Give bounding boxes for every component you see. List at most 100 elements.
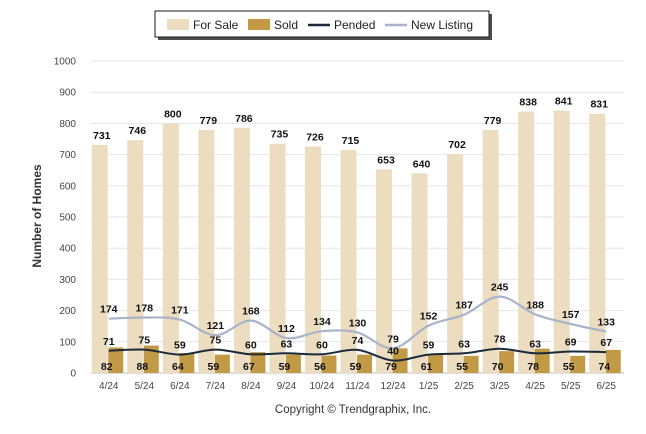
y-tick-label: 700 <box>59 150 76 161</box>
pended-data-label: 60 <box>316 339 328 351</box>
y-axis-ticks: 0 100 200 300 400 500 600 700 800 900 1000 <box>54 57 77 380</box>
new-listing-line <box>108 295 607 350</box>
new-listing-data-label: 178 <box>136 302 154 314</box>
pended-data-label: 74 <box>352 335 364 347</box>
sold-bar <box>534 348 550 373</box>
for-sale-data-label: 786 <box>235 113 253 125</box>
pended-data-label: 60 <box>245 339 257 351</box>
pended-data-label: 63 <box>458 338 470 350</box>
sold-bar <box>214 354 230 373</box>
pended-line <box>108 347 607 362</box>
new-listing-data-label: 121 <box>207 320 225 332</box>
for-sale-data-label: 838 <box>519 97 537 109</box>
sold-bar <box>463 355 479 373</box>
pended-data-label: 69 <box>565 336 577 348</box>
y-axis-label: Number of Homes <box>30 164 44 268</box>
new-listing-data-label: 112 <box>278 323 295 335</box>
y-tick-label: 200 <box>59 306 76 317</box>
y-tick-label: 100 <box>59 337 76 348</box>
for-sale-data-label: 702 <box>448 139 466 151</box>
for-sale-data-label: 731 <box>93 130 111 142</box>
y-tick-label: 1000 <box>54 57 77 68</box>
sold-data-label: 67 <box>243 361 255 373</box>
legend-swatch-sold <box>248 19 270 30</box>
sold-data-label: 59 <box>350 361 362 373</box>
for-sale-data-label: 653 <box>377 154 395 166</box>
sold-bar <box>285 354 301 373</box>
legend-label-sold: Sold <box>274 18 298 32</box>
sold-data-label: 59 <box>279 361 291 373</box>
legend-label-new-listing: New Listing <box>411 18 473 32</box>
for-sale-data-label: 800 <box>164 108 182 120</box>
pended-data-label: 40 <box>387 346 399 358</box>
sold-data-label: 88 <box>136 361 148 373</box>
sold-data-label: 70 <box>492 361 504 373</box>
for-sale-bar <box>198 129 215 373</box>
sold-data-label: 55 <box>563 361 575 373</box>
data-labels: 731 746 800 779 786 735 726 715 653 640 702 779 838 8… <box>93 96 615 373</box>
new-listing-data-label: 152 <box>420 311 438 323</box>
for-sale-bar <box>411 173 428 373</box>
sold-data-label: 82 <box>101 361 113 373</box>
for-sale-bar <box>518 111 535 373</box>
for-sale-bar <box>340 149 357 373</box>
for-sale-bar <box>553 110 570 373</box>
sold-data-label: 56 <box>314 361 326 373</box>
for-sale-data-label: 831 <box>590 99 608 111</box>
sold-bar <box>570 355 586 373</box>
lines <box>108 295 607 362</box>
x-tick-label: 5/25 <box>561 381 581 392</box>
pended-data-label: 59 <box>174 340 186 352</box>
sold-bar <box>428 353 444 373</box>
y-tick-label: 0 <box>70 369 76 380</box>
legend-label-for-sale: For Sale <box>193 18 239 32</box>
y-tick-label: 900 <box>59 88 76 99</box>
pended-data-label: 63 <box>281 338 293 350</box>
sold-bar <box>179 353 195 373</box>
for-sale-data-label: 735 <box>271 129 289 141</box>
y-tick-label: 400 <box>59 244 76 255</box>
new-listing-data-label: 245 <box>491 282 509 294</box>
x-tick-label: 4/25 <box>525 381 545 392</box>
pended-data-label: 75 <box>210 335 222 347</box>
sold-bar <box>321 355 337 373</box>
for-sale-data-label: 715 <box>342 135 360 147</box>
pended-data-label: 67 <box>600 337 612 349</box>
for-sale-bar <box>482 129 499 373</box>
for-sale-data-label: 779 <box>484 115 502 127</box>
new-listing-data-label: 174 <box>100 304 118 316</box>
x-axis-ticks: 4/24 5/24 6/24 7/24 8/24 9/24 10/24 11/24 12/24 1… <box>99 381 616 392</box>
copyright-text: Copyright © Trendgraphix, Inc. <box>275 404 431 416</box>
sold-data-label: 59 <box>208 361 220 373</box>
for-sale-bar <box>304 146 321 373</box>
legend-swatch-for-sale <box>167 19 189 30</box>
y-tick-label: 500 <box>59 213 76 224</box>
pended-data-label: 75 <box>138 335 150 347</box>
for-sale-bar <box>233 127 250 373</box>
x-tick-label: 8/24 <box>241 381 261 392</box>
x-tick-label: 1/25 <box>419 381 439 392</box>
legend: For Sale Sold Pended New Listing <box>154 10 492 40</box>
x-tick-label: 10/24 <box>309 381 334 392</box>
sold-bar <box>499 351 515 373</box>
sold-data-label: 79 <box>385 361 397 373</box>
sold-data-label: 74 <box>598 361 610 373</box>
new-listing-data-label: 133 <box>597 317 615 329</box>
for-sale-bar <box>589 113 606 373</box>
x-tick-label: 12/24 <box>381 381 406 392</box>
for-sale-bar <box>162 123 179 374</box>
x-tick-label: 11/24 <box>345 381 370 392</box>
for-sale-data-label: 841 <box>555 96 573 108</box>
legend-box <box>154 10 490 38</box>
x-tick-label: 2/25 <box>454 381 474 392</box>
x-tick-label: 5/24 <box>135 381 155 392</box>
for-sale-data-label: 726 <box>306 131 324 143</box>
grid-lines <box>91 60 624 374</box>
new-listing-data-label: 171 <box>171 305 189 317</box>
new-listing-data-label: 187 <box>455 300 473 312</box>
sold-data-label: 55 <box>456 361 468 373</box>
sold-data-label: 64 <box>172 361 184 373</box>
pended-data-label: 59 <box>423 340 435 352</box>
y-tick-label: 300 <box>59 275 76 286</box>
